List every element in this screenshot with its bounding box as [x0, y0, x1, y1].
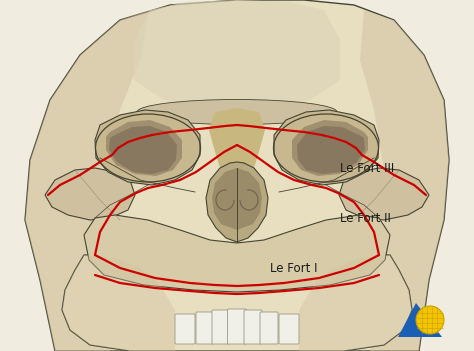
- Polygon shape: [84, 215, 390, 292]
- Text: Le Fort I: Le Fort I: [270, 261, 318, 274]
- FancyBboxPatch shape: [228, 309, 246, 344]
- FancyBboxPatch shape: [175, 314, 195, 344]
- Polygon shape: [360, 10, 449, 351]
- Polygon shape: [62, 255, 175, 351]
- Polygon shape: [25, 10, 150, 351]
- Polygon shape: [25, 0, 449, 351]
- Polygon shape: [299, 255, 412, 351]
- Polygon shape: [212, 168, 262, 230]
- Polygon shape: [339, 168, 429, 220]
- Polygon shape: [45, 168, 135, 220]
- Text: Le Fort III: Le Fort III: [340, 161, 394, 174]
- Polygon shape: [106, 120, 182, 176]
- Circle shape: [416, 306, 444, 334]
- Polygon shape: [398, 303, 442, 337]
- FancyBboxPatch shape: [260, 312, 278, 344]
- Polygon shape: [95, 110, 200, 185]
- Polygon shape: [20, 0, 454, 351]
- Polygon shape: [297, 126, 365, 174]
- FancyBboxPatch shape: [212, 310, 230, 344]
- FancyBboxPatch shape: [279, 314, 299, 344]
- Polygon shape: [206, 162, 268, 242]
- Polygon shape: [209, 108, 265, 185]
- Ellipse shape: [137, 99, 337, 125]
- Polygon shape: [62, 255, 412, 351]
- Polygon shape: [292, 120, 368, 176]
- Polygon shape: [134, 0, 340, 110]
- Polygon shape: [109, 126, 177, 174]
- Polygon shape: [274, 110, 379, 185]
- FancyBboxPatch shape: [196, 312, 214, 344]
- Text: Le Fort II: Le Fort II: [340, 212, 391, 225]
- FancyBboxPatch shape: [244, 310, 262, 344]
